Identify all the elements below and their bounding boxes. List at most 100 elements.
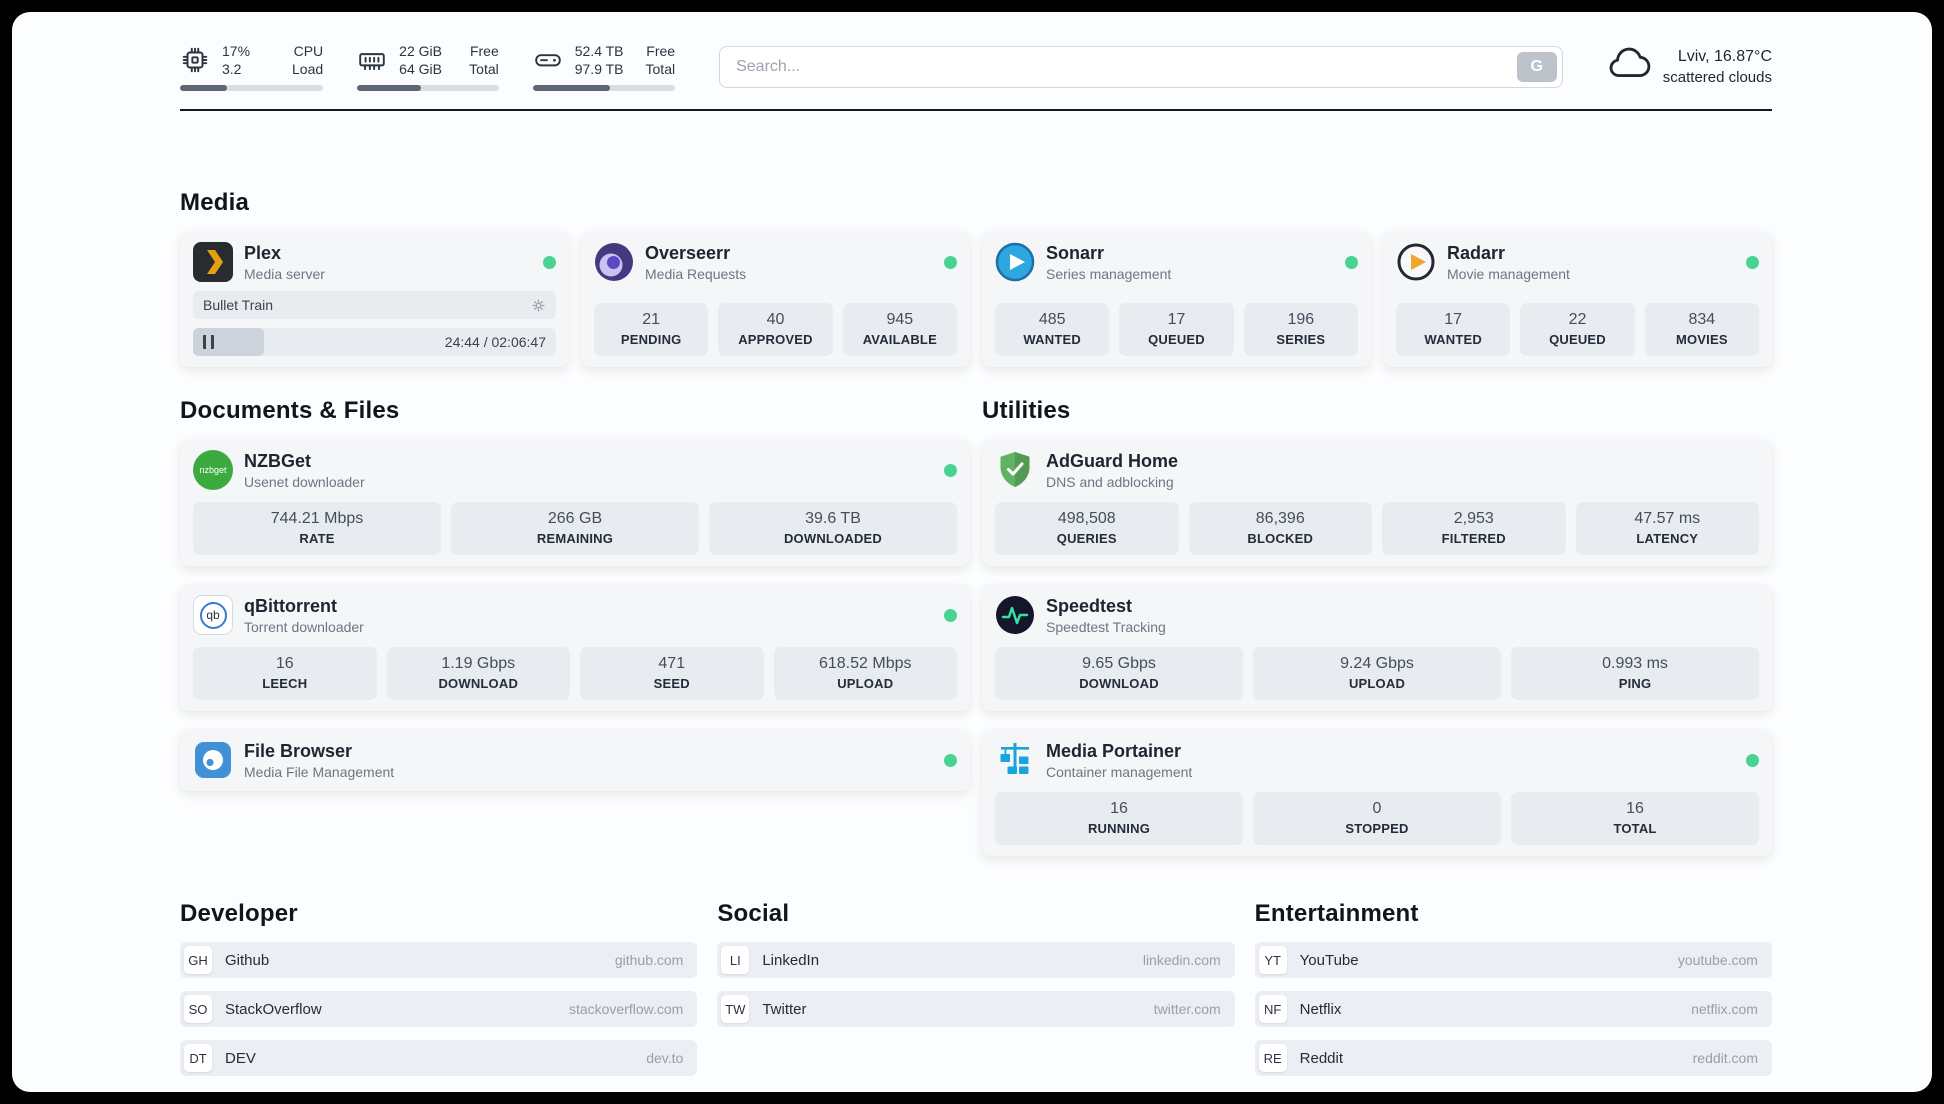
app-subtitle: Movie management (1447, 265, 1570, 282)
disk-total-label: Total (645, 61, 676, 78)
radarr-icon (1396, 242, 1436, 282)
app-name: File Browser (244, 740, 353, 761)
app-subtitle: Usenet downloader (244, 473, 365, 490)
bookmark-name: Netflix (1299, 1000, 1342, 1018)
bookmark-abbr: LI (721, 946, 750, 975)
hard-drive-icon (533, 45, 563, 75)
bookmark-abbr: TW (721, 995, 750, 1024)
portainer-icon (995, 740, 1035, 780)
adguard-icon (995, 450, 1035, 490)
stat-available: 945 AVAILABLE (842, 303, 957, 357)
section-media: Media Plex Media server (180, 189, 1772, 368)
app-name: Plex (244, 242, 282, 263)
app-name: AdGuard Home (1046, 450, 1179, 471)
now-playing-row: Bullet Train (193, 291, 556, 320)
stat-filtered: 2,953 FILTERED (1382, 502, 1566, 556)
bookmark-github[interactable]: GH Github github.com (180, 942, 698, 979)
app-name: Media Portainer (1046, 740, 1182, 761)
app-subtitle: Media File Management (244, 763, 395, 780)
stat-remaining: 266 GB REMAINING (451, 502, 699, 556)
stat-download: 9.65 Gbps DOWNLOAD (995, 647, 1243, 701)
bookmark-url: linkedin.com (1142, 952, 1221, 969)
search-engine-button[interactable]: G (1516, 51, 1557, 82)
app-subtitle: Media Requests (645, 265, 747, 282)
app-card-qbittorrent[interactable]: qb qBittorrent Torrent downloader 16 (180, 584, 970, 712)
now-playing-title: Bullet Train (203, 297, 274, 314)
section-title-entertainment: Entertainment (1254, 900, 1419, 928)
bookmark-abbr: SO (184, 995, 212, 1024)
bookmark-abbr: NF (1258, 995, 1287, 1024)
bookmark-youtube[interactable]: YT YouTube youtube.com (1254, 942, 1772, 979)
stat-movies: 834 MOVIES (1644, 303, 1759, 357)
app-card-speedtest[interactable]: Speedtest Speedtest Tracking 9.65 Gbps D… (982, 584, 1772, 712)
speedtest-icon (995, 595, 1035, 635)
bookmark-abbr: GH (184, 946, 212, 975)
app-card-sonarr[interactable]: Sonarr Series management 485 WANTED 17 Q… (982, 231, 1371, 368)
status-dot (1345, 255, 1358, 269)
app-name: Speedtest (1046, 595, 1133, 616)
memory-icon (357, 45, 387, 75)
weather-widget[interactable]: Lviv, 16.87°C scattered clouds (1607, 46, 1772, 87)
bookmark-name: LinkedIn (762, 951, 820, 969)
disk-free-value: 52.4 TB (574, 43, 624, 59)
bookmark-name: StackOverflow (225, 1000, 322, 1018)
bookmark-netflix[interactable]: NF Netflix netflix.com (1254, 991, 1772, 1028)
bookmark-name: DEV (225, 1049, 256, 1067)
cpu-stat: 17% 3.2 CPU Load (180, 42, 324, 92)
bookmark-linkedin[interactable]: LI LinkedIn linkedin.com (717, 942, 1235, 979)
bookmark-dev[interactable]: DT DEV dev.to (180, 1040, 698, 1077)
gear-icon[interactable] (531, 298, 546, 313)
app-card-adguard[interactable]: AdGuard Home DNS and adblocking 498,508 … (982, 439, 1772, 567)
disk-free-label: Free (646, 43, 676, 59)
bookmark-twitter[interactable]: TW Twitter twitter.com (717, 991, 1235, 1028)
overseerr-icon (594, 242, 634, 282)
stat-ping: 0.993 ms PING (1511, 647, 1759, 701)
nzbget-icon: nzbget (193, 450, 233, 491)
bookmark-stackoverflow[interactable]: SO StackOverflow stackoverflow.com (180, 991, 698, 1028)
cpu-progress-bar (180, 85, 324, 92)
cpu-chip-icon (180, 45, 210, 75)
app-card-nzbget[interactable]: nzbget NZBGet Usenet downloader 744.21 M… (180, 439, 970, 567)
app-card-overseerr[interactable]: Overseerr Media Requests 21 PENDING 40 A… (581, 231, 970, 368)
stat-wanted: 17 WANTED (1396, 303, 1511, 357)
header-divider (180, 109, 1772, 112)
app-subtitle: Speedtest Tracking (1046, 618, 1166, 635)
sonarr-icon (995, 242, 1035, 282)
bookmark-reddit[interactable]: RE Reddit reddit.com (1254, 1040, 1772, 1077)
ram-progress-bar (357, 85, 499, 92)
section-developer: Developer GH Github github.com SO StackO… (180, 900, 698, 1077)
load-label: Load (292, 61, 324, 78)
app-name: Radarr (1447, 242, 1506, 263)
app-card-portainer[interactable]: Media Portainer Container management 16 … (982, 729, 1772, 857)
pause-icon (203, 335, 214, 350)
section-entertainment: Entertainment YT YouTube youtube.com NF … (1254, 900, 1772, 1077)
filebrowser-icon (193, 740, 233, 780)
bookmark-url: youtube.com (1677, 952, 1758, 969)
dashboard-page: 17% 3.2 CPU Load (12, 12, 1932, 1092)
playback-progress-row: 24:44 / 02:06:47 (193, 328, 556, 357)
ram-total-label: Total (469, 61, 499, 78)
stat-queries: 498,508 QUERIES (995, 502, 1179, 556)
stat-running: 16 RUNNING (995, 792, 1243, 846)
app-subtitle: Series management (1046, 265, 1172, 282)
bookmark-url: stackoverflow.com (568, 1001, 684, 1018)
stat-upload: 9.24 Gbps UPLOAD (1253, 647, 1501, 701)
bookmark-name: Github (225, 951, 270, 969)
stat-downloaded: 39.6 TB DOWNLOADED (709, 502, 957, 556)
status-dot (1746, 255, 1759, 269)
bookmark-url: dev.to (646, 1050, 684, 1067)
app-card-filebrowser[interactable]: File Browser Media File Management (180, 729, 970, 792)
search-input[interactable] (720, 46, 1562, 87)
playback-time: 24:44 / 02:06:47 (444, 334, 546, 351)
status-dot (944, 463, 957, 477)
stat-stopped: 0 STOPPED (1253, 792, 1501, 846)
app-card-radarr[interactable]: Radarr Movie management 17 WANTED 22 QUE… (1383, 231, 1772, 368)
bookmark-abbr: RE (1258, 1044, 1287, 1073)
bookmark-url: reddit.com (1692, 1050, 1758, 1067)
app-name: Sonarr (1046, 242, 1105, 263)
app-card-plex[interactable]: Plex Media server Bullet Train (180, 231, 569, 368)
disk-total-value: 97.9 TB (574, 61, 624, 78)
status-dot (944, 255, 957, 269)
status-dot (944, 753, 957, 767)
section-title-media: Media (180, 189, 250, 217)
